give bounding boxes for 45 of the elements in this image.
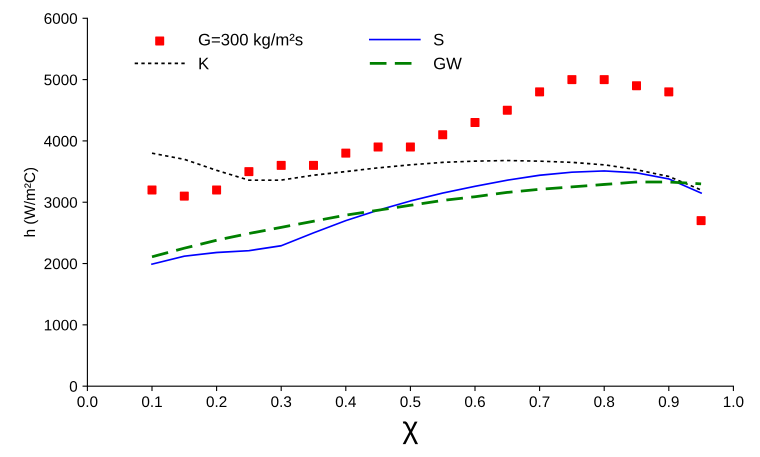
point — [696, 216, 706, 226]
line-series — [150, 180, 702, 258]
point — [535, 87, 544, 96]
x-tick-label: 0.1 — [142, 396, 162, 408]
point — [664, 87, 674, 96]
x-tick-label: 0.2 — [206, 396, 226, 408]
x-tick-label: 1.0 — [724, 396, 744, 408]
x-axis-title: χ — [402, 421, 418, 444]
point — [632, 81, 641, 90]
y-tick-label: 6000 — [44, 13, 78, 24]
x-tick-label: 0.5 — [400, 396, 420, 408]
point — [470, 118, 480, 128]
point — [276, 160, 286, 170]
point — [180, 192, 189, 201]
legend-label: K — [199, 58, 209, 70]
point — [438, 130, 448, 140]
x-tick-label: 0.0 — [77, 396, 98, 408]
point — [600, 75, 609, 84]
y-tick-label: 3000 — [44, 197, 78, 208]
x-tick-label: 0.3 — [271, 396, 292, 408]
line-series — [151, 152, 702, 191]
point — [502, 106, 512, 115]
x-tick-label: 0.8 — [594, 396, 614, 408]
point — [148, 185, 156, 194]
x-tick-label: 0.6 — [464, 396, 485, 408]
x-tick-label: 0.4 — [336, 396, 356, 408]
y-tick-label: 4000 — [44, 136, 78, 147]
point — [244, 167, 254, 176]
x-tick-label: 0.7 — [530, 396, 550, 408]
y-axis-title: h (W/m²C) — [24, 168, 38, 236]
y-tick-label: 2000 — [44, 258, 78, 270]
point — [341, 148, 350, 158]
legend-label: G=300 kg/m²s — [198, 33, 303, 49]
legend-label: GW — [434, 58, 462, 70]
y-tick-label: 0 — [70, 381, 78, 392]
point — [374, 142, 383, 152]
point — [212, 185, 222, 194]
legend-label: S — [434, 34, 444, 46]
line-series — [151, 170, 702, 265]
point — [406, 142, 415, 152]
y-tick-label: 5000 — [44, 74, 78, 86]
y-tick-label: 1000 — [44, 320, 78, 331]
point — [309, 160, 318, 170]
point — [567, 75, 576, 84]
x-tick-label: 0.9 — [658, 396, 679, 408]
